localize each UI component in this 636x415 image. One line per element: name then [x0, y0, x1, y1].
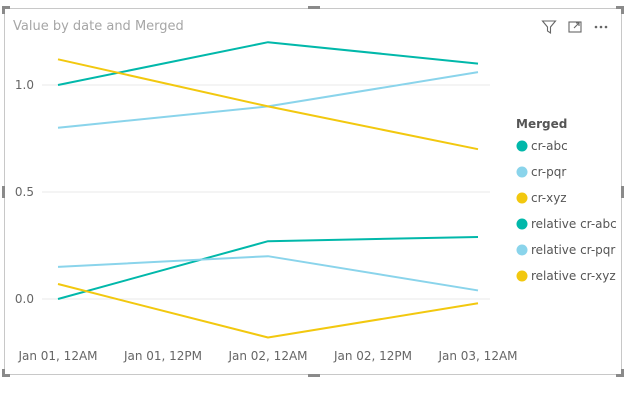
resize-handle-left-mid[interactable]: [2, 186, 5, 198]
resize-handle-top-mid[interactable]: [308, 6, 320, 9]
resize-handle-right-mid[interactable]: [621, 186, 624, 198]
resize-handle-bottom-right[interactable]: [621, 369, 624, 377]
resize-handle-bottom-right[interactable]: [616, 374, 624, 377]
more-options-icon[interactable]: [593, 19, 609, 35]
filter-icon[interactable]: [541, 19, 557, 35]
legend-title: Merged: [516, 117, 567, 131]
legend-marker[interactable]: [516, 270, 528, 282]
x-axis-tick-label: Jan 03, 12AM: [437, 349, 517, 363]
y-axis-tick-label: 1.0: [15, 78, 34, 92]
x-axis-tick-label: Jan 01, 12AM: [17, 349, 97, 363]
legend-item-label[interactable]: relative cr-abc: [531, 217, 617, 231]
chart-title: Value by date and Merged: [13, 19, 184, 34]
legend-item-label[interactable]: cr-xyz: [531, 191, 567, 205]
x-axis-tick-label: Jan 02, 12PM: [333, 349, 412, 363]
legend-item-label[interactable]: relative cr-pqr: [531, 243, 615, 257]
focus-mode-icon[interactable]: [567, 19, 583, 35]
legend-item-label[interactable]: cr-abc: [531, 139, 568, 153]
resize-handle-top-right[interactable]: [621, 6, 624, 14]
x-axis-tick-label: Jan 02, 12AM: [227, 349, 307, 363]
resize-handle-top-right[interactable]: [616, 6, 624, 9]
series-line-relative-cr-xyz[interactable]: [57, 283, 479, 339]
legend-marker[interactable]: [516, 244, 528, 256]
legend-marker[interactable]: [516, 192, 528, 204]
resize-handle-bottom-left[interactable]: [2, 369, 5, 377]
series-line-relative-cr-abc[interactable]: [57, 235, 479, 300]
legend-item-label[interactable]: relative cr-xyz: [531, 269, 616, 283]
visual-toolbar: [541, 19, 609, 35]
resize-handle-top-left[interactable]: [2, 6, 10, 9]
series-line-cr-abc[interactable]: [57, 41, 479, 86]
x-axis-tick-label: Jan 01, 12PM: [123, 349, 202, 363]
series-line-relative-cr-pqr[interactable]: [57, 255, 479, 292]
y-axis-tick-label: 0.0: [15, 292, 34, 306]
series-line-cr-xyz[interactable]: [57, 58, 479, 151]
legend-marker[interactable]: [516, 166, 528, 178]
resize-handle-bottom-mid[interactable]: [308, 374, 320, 377]
legend-marker[interactable]: [516, 140, 528, 152]
resize-handle-bottom-left[interactable]: [2, 374, 10, 377]
legend-item-label[interactable]: cr-pqr: [531, 165, 566, 179]
resize-handle-top-left[interactable]: [2, 6, 5, 14]
legend-marker[interactable]: [516, 218, 528, 230]
series-line-cr-pqr[interactable]: [57, 71, 479, 129]
y-axis-tick-label: 0.5: [15, 185, 34, 199]
